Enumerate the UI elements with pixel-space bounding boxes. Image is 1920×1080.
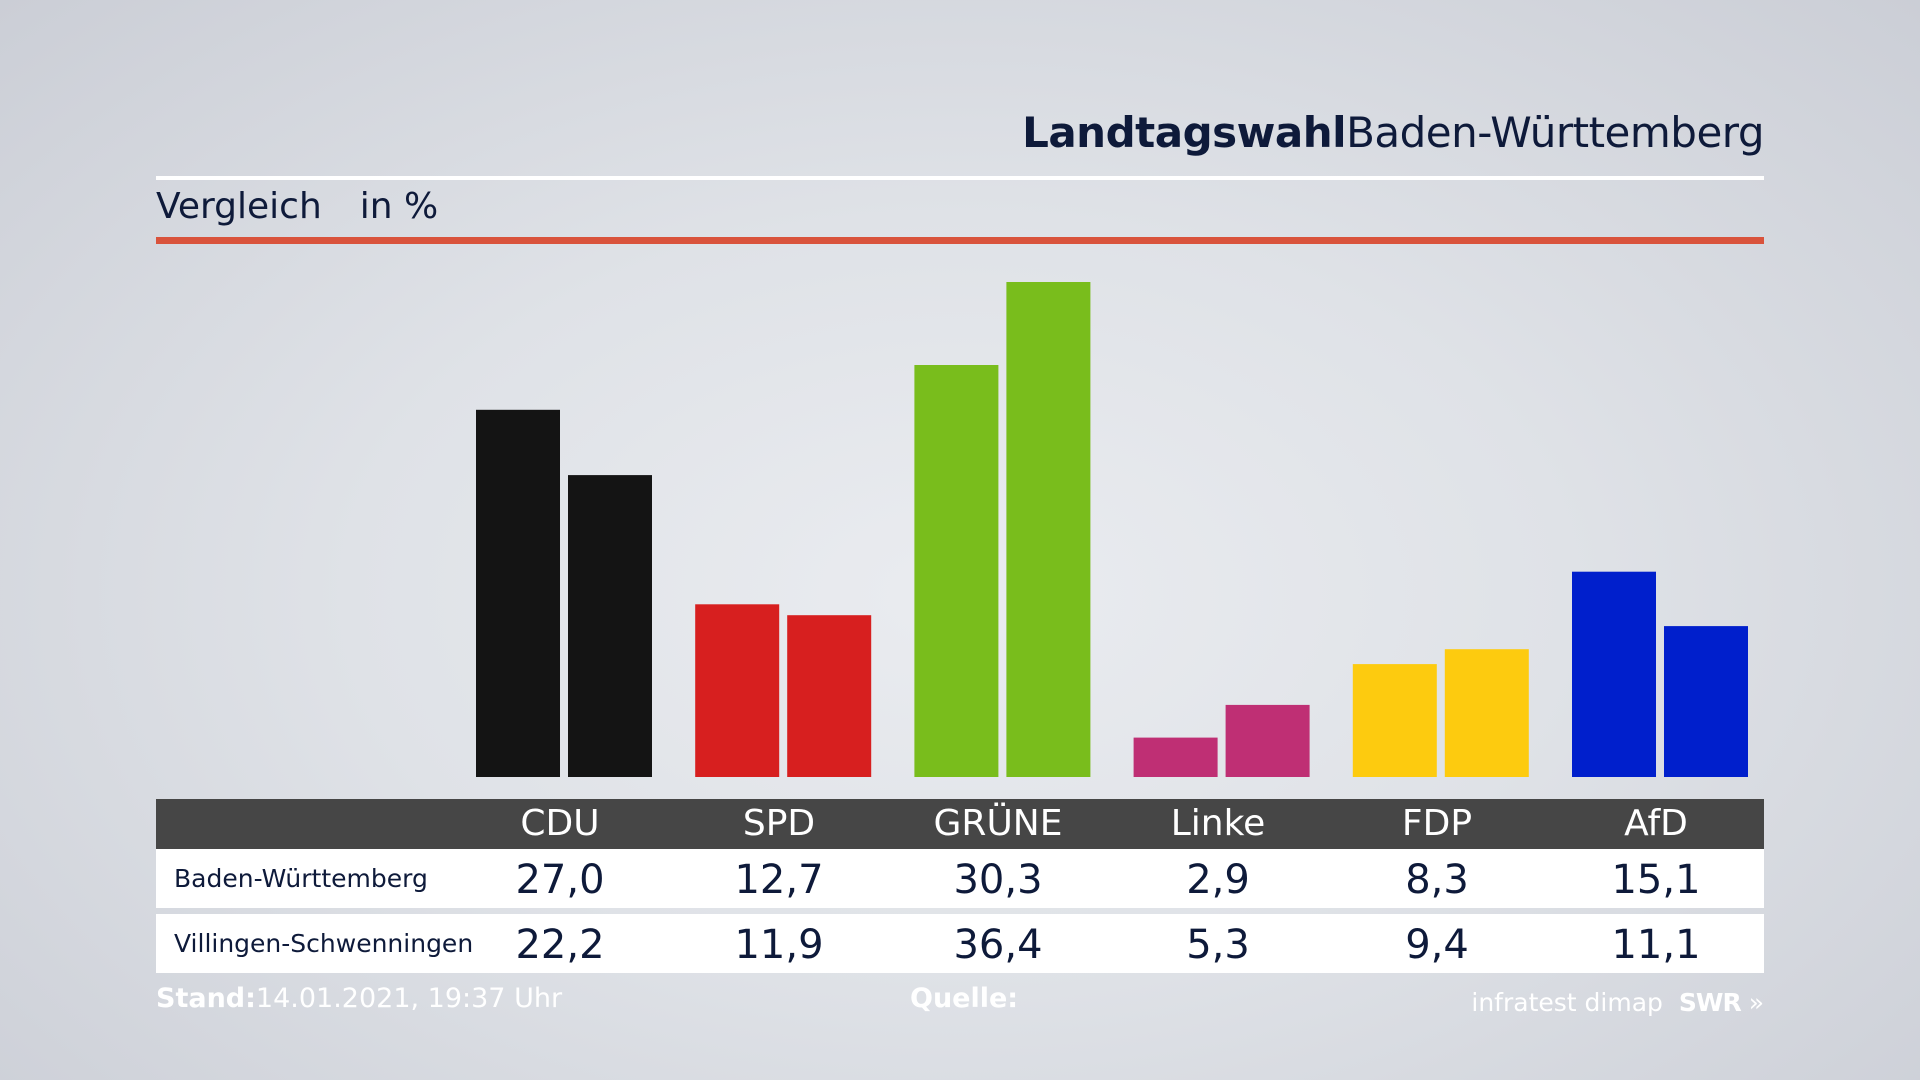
table-cell: 5,3 [1186,922,1250,968]
chart-subtitle: Vergleich in % [156,186,438,227]
table-cell: 30,3 [953,857,1043,903]
bar-afd-series-2 [1664,626,1748,777]
bar-fdp-series-1 [1352,664,1437,777]
unit-label: in % [359,186,439,227]
table-cell: 2,9 [1186,857,1250,903]
table-cell: 27,0 [515,857,605,903]
bar-linke-series-2 [1225,704,1310,777]
table-cell: 12,7 [734,857,824,903]
source-label: Quelle: [910,983,1019,1014]
source-name: infratest dimap [1471,988,1663,1017]
column-header: Linke [1170,803,1266,844]
column-header: SPD [742,803,816,844]
table-cell: 22,2 [515,922,605,968]
table-cell: 15,1 [1611,857,1701,903]
table-row: Villingen-Schwenningen 22,2 11,9 36,4 5,… [156,914,1764,973]
column-header: AfD [1624,803,1688,844]
bar-cdu-series-1 [476,409,560,777]
bar-spd-series-1 [695,604,780,777]
bar-cdu-series-2 [568,475,652,777]
column-header: FDP [1401,803,1473,844]
stand-label: Stand: [156,983,256,1014]
timestamp: Stand:14.01.2021, 19:37 Uhr [156,983,562,1014]
table-row: Baden-Württemberg 27,0 12,7 30,3 2,9 8,3… [156,849,1764,908]
bar-spd-series-2 [787,615,872,777]
column-header: CDU [520,803,600,844]
table-cell: 8,3 [1405,857,1469,903]
bar-linke-series-1 [1133,737,1218,777]
table-cell: 36,4 [953,922,1043,968]
table-cell: 11,1 [1611,922,1701,968]
accent-rule [156,237,1764,244]
row-label: Baden-Württemberg [174,864,428,893]
bar-afd-series-1 [1572,571,1656,777]
title-regular: Baden-Württemberg [1346,108,1764,157]
source-brand: infratest dimap SWR » [1471,988,1764,1017]
chart-title: LandtagswahlBaden-Württemberg [1022,108,1764,157]
table-cell: 11,9 [734,922,824,968]
table-cell: 9,4 [1405,922,1469,968]
title-bold: Landtagswahl [1022,108,1347,157]
title-divider [156,176,1764,180]
table-header-row: CDU SPD GRÜNE Linke FDP AfD [156,799,1764,849]
swr-logo: SWR [1678,988,1742,1017]
subtitle-text: Vergleich [156,186,322,227]
bar-fdp-series-2 [1444,649,1529,777]
column-header: GRÜNE [933,803,1063,844]
chevron-right-icon: » [1740,988,1764,1017]
stand-value: 14.01.2021, 19:37 Uhr [255,983,563,1014]
bar-grne-series-1 [914,365,999,777]
bar-grne-series-2 [1006,282,1091,777]
row-label: Villingen-Schwenningen [174,929,474,958]
